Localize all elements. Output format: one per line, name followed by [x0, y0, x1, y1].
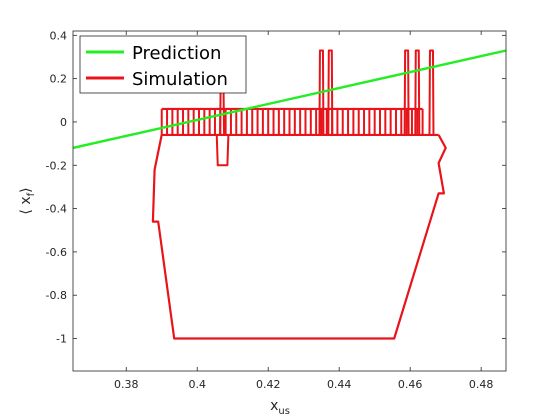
- simulation-outline: [151, 134, 447, 340]
- legend: Prediction Simulation: [79, 35, 247, 94]
- y-tick-label: -0.8: [46, 289, 67, 302]
- x-tick-label: 0.42: [256, 378, 281, 391]
- ticks-layer: 0.38 0.4 0.42 0.44 0.46 0.48 0.4 0.2 0 -0.2 -0.4 -0…: [46, 29, 506, 391]
- y-tick-label: -0.4: [46, 203, 67, 216]
- y-tick-label: -0.6: [46, 246, 67, 259]
- x-tick-label: 0.48: [469, 378, 494, 391]
- legend-label-prediction: Prediction: [132, 43, 221, 64]
- y-tick-label: 0: [60, 116, 67, 129]
- x-tick-label: 0.4: [188, 378, 206, 391]
- simulation-spike: [428, 49, 435, 135]
- y-tick-label: -0.2: [46, 159, 67, 172]
- simulation-spike: [327, 49, 334, 135]
- legend-box: [79, 35, 247, 94]
- x-tick-label: 0.38: [114, 378, 139, 391]
- series-layer: [73, 49, 506, 340]
- legend-label-simulation: Simulation: [132, 69, 228, 90]
- y-tick-label: 0.2: [50, 73, 68, 86]
- x-tick-label: 0.44: [327, 378, 352, 391]
- plot-frame: [72, 30, 507, 372]
- x-axis-label: xus: [270, 398, 290, 417]
- x-tick-label: 0.46: [398, 378, 423, 391]
- prediction-line: [73, 49, 506, 150]
- y-tick-label: 0.4: [50, 29, 68, 42]
- simulation-spike: [403, 49, 410, 135]
- simulation-spike: [414, 49, 421, 135]
- simulation-dip: [215, 134, 230, 167]
- y-axis-label: ⟨ xf⟩: [18, 187, 37, 214]
- y-tick-label: -1: [56, 333, 67, 346]
